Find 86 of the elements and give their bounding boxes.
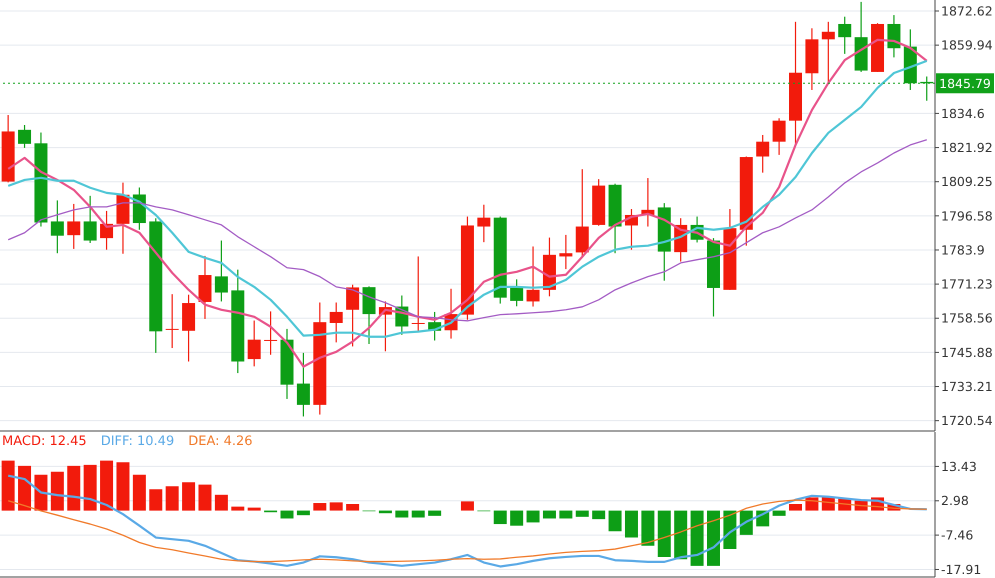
bar xyxy=(182,482,196,511)
bar xyxy=(280,510,294,518)
bar xyxy=(608,510,622,532)
bar xyxy=(772,510,786,516)
ref-line-label: 1845.79 xyxy=(939,76,991,91)
candlestick xyxy=(510,278,524,307)
candlestick xyxy=(772,118,786,156)
candlestick xyxy=(330,302,343,343)
y-tick-label: 13.43 xyxy=(941,458,977,474)
bar xyxy=(510,510,524,526)
bar xyxy=(2,460,15,511)
y-tick-label: 1745.88 xyxy=(941,344,993,360)
bar xyxy=(706,510,720,566)
bar xyxy=(428,510,442,516)
line-series xyxy=(8,499,928,562)
bar xyxy=(641,510,654,546)
bar xyxy=(34,474,48,511)
candlestick xyxy=(822,21,835,84)
y-tick-label: 2.98 xyxy=(941,493,969,508)
y-tick-label: -7.46 xyxy=(941,528,974,543)
y-tick-label: 1720.54 xyxy=(941,413,993,428)
bar xyxy=(674,510,688,560)
candlestick xyxy=(214,240,228,302)
candlestick xyxy=(67,203,80,250)
bar xyxy=(542,510,556,518)
bar xyxy=(330,502,343,511)
bar xyxy=(494,510,507,524)
line-series xyxy=(7,38,928,368)
text: DEA: 4.26 xyxy=(188,434,253,449)
y-tick-label: 1796.58 xyxy=(941,208,993,224)
bar xyxy=(132,474,146,511)
y-tick-label: 1834.6 xyxy=(941,106,985,121)
bar xyxy=(149,489,162,511)
candlestick xyxy=(559,234,572,270)
y-tick-label: 1821.92 xyxy=(941,140,993,155)
bar xyxy=(296,510,310,516)
bar xyxy=(412,510,425,518)
bar xyxy=(624,510,638,538)
candlestick xyxy=(50,200,64,254)
bar xyxy=(690,510,704,566)
y-tick-label: 1783.9 xyxy=(941,242,985,258)
bar xyxy=(378,510,392,514)
bar xyxy=(67,466,80,511)
y-tick-label: 1771.23 xyxy=(941,276,993,292)
bar xyxy=(460,501,474,511)
candlestick xyxy=(18,124,32,148)
bar xyxy=(395,510,408,518)
bar xyxy=(592,510,606,520)
bar xyxy=(84,464,97,511)
y-tick-label: 1733.21 xyxy=(941,378,993,394)
candlestick xyxy=(477,204,490,243)
series-label: MACD: 12.45 xyxy=(2,434,87,449)
y-tick-label: -17.91 xyxy=(941,562,982,577)
line-series xyxy=(7,474,928,568)
bar xyxy=(50,472,64,511)
candlestick xyxy=(346,284,360,348)
y-tick-label: 1859.94 xyxy=(941,38,993,53)
bar xyxy=(18,466,32,511)
bar xyxy=(576,510,589,517)
candlestick xyxy=(84,195,97,244)
bar xyxy=(313,503,326,511)
bar xyxy=(248,508,261,511)
candlestick xyxy=(166,294,179,349)
candlestick xyxy=(296,352,310,418)
bar xyxy=(100,460,114,511)
bar xyxy=(559,510,572,518)
bar xyxy=(789,504,802,511)
candlestick xyxy=(838,16,852,54)
candlestick xyxy=(412,256,425,332)
bar xyxy=(116,462,130,511)
bar xyxy=(166,486,179,511)
y-tick-label: 1809.25 xyxy=(941,174,993,190)
candlestick xyxy=(264,310,278,356)
bar xyxy=(658,510,671,557)
bar xyxy=(526,510,540,522)
bar xyxy=(346,504,360,511)
candlestick xyxy=(756,134,770,174)
line-series xyxy=(7,60,928,338)
text: DIFF: 10.49 xyxy=(100,434,174,449)
candlestick xyxy=(248,320,261,367)
bar xyxy=(231,506,244,511)
y-tick-label: 1872.62 xyxy=(941,3,993,18)
bar xyxy=(198,484,212,511)
y-tick-label: 1758.56 xyxy=(941,310,993,326)
candlestick xyxy=(526,246,540,308)
bar xyxy=(214,494,228,511)
